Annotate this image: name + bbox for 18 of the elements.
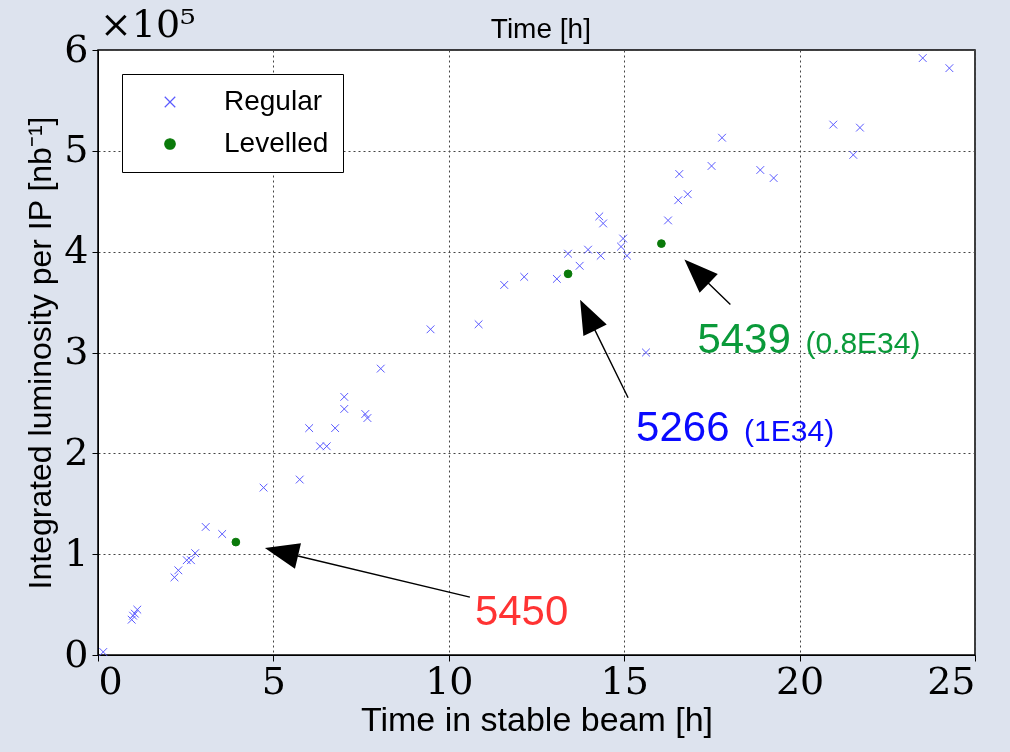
x-tick-label: 0 [98,658,123,703]
x-tick-label: 5 [261,658,286,703]
y-axis-title: Integrated luminosity per IP [nb⁻¹] [22,116,59,590]
y-tick-label: 4 [64,228,89,273]
legend-label: Regular [224,85,323,116]
x-tick-label: 20 [775,658,825,703]
legend-label: Levelled [224,127,329,158]
x-tick-label: 25 [927,658,976,703]
y-tick-label: 5 [64,127,89,172]
y-tick-label: 1 [64,530,89,575]
y-tick-label: 2 [64,429,89,474]
annotation: 5439 (0.8E34) [697,314,921,362]
y-tick-label: 3 [64,329,89,373]
text: Time [h] [490,13,591,44]
annotation: 5266 (1E34) [636,402,835,450]
text: ×10⁵ [100,2,196,46]
annotation: 5450 [474,587,569,635]
y-tick-label: 6 [64,26,89,71]
